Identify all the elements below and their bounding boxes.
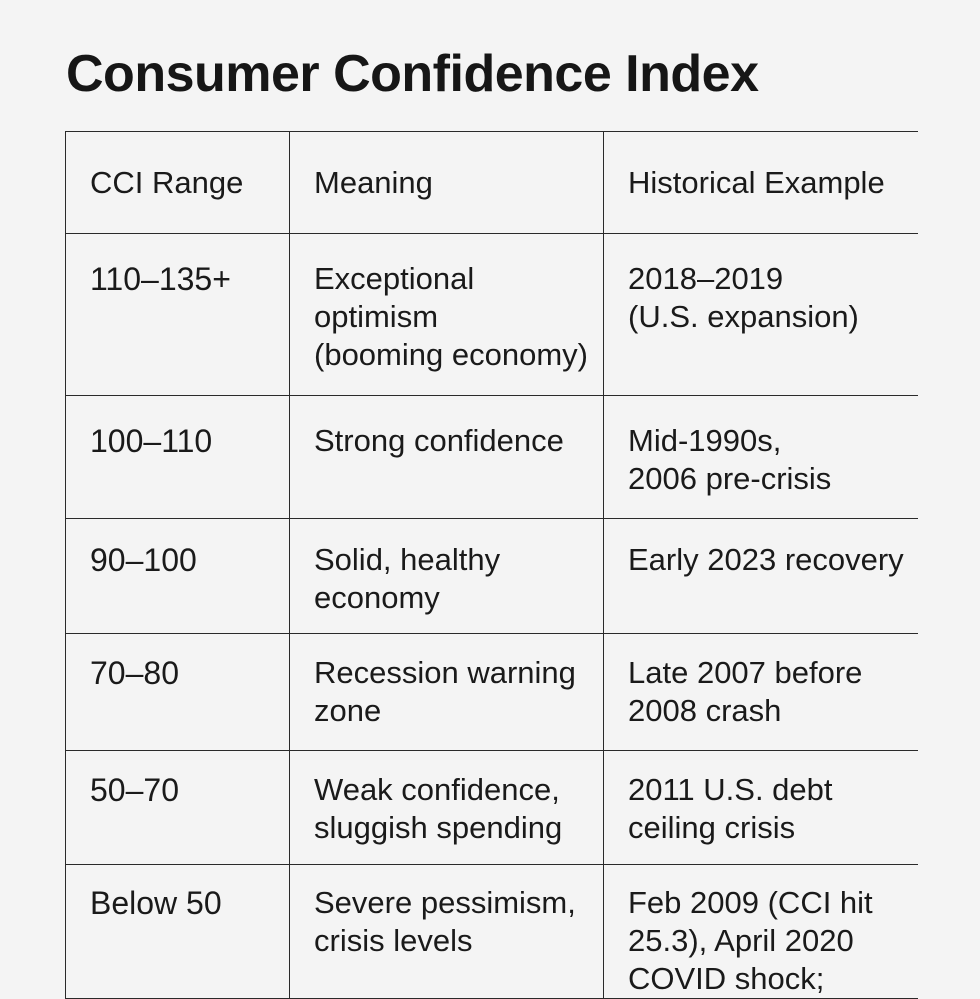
table-row: 90–100 Solid, healthy economy Early 2023… <box>65 518 918 634</box>
table-row: 110–135+ Exceptional optimism (booming e… <box>65 233 918 396</box>
cell-example: 2011 U.S. debt ceiling crisis <box>603 750 918 865</box>
cell-example: Feb 2009 (CCI hit 25.3), April 2020 COVI… <box>603 864 918 999</box>
table-row: 100–110 Strong confidence Mid-1990s, 200… <box>65 395 918 519</box>
cci-table: CCI Range Meaning Historical Example 110… <box>65 131 918 999</box>
cell-meaning: Recession warning zone <box>289 633 604 751</box>
cell-meaning: Solid, healthy economy <box>289 518 604 634</box>
cell-example: Late 2007 before 2008 crash <box>603 633 918 751</box>
cell-range: Below 50 <box>65 864 290 999</box>
cell-range: 50–70 <box>65 750 290 865</box>
header-meaning: Meaning <box>289 131 604 234</box>
cell-meaning: Strong confidence <box>289 395 604 519</box>
table-row: 50–70 Weak confidence, sluggish spending… <box>65 750 918 865</box>
header-historical-example: Historical Example <box>603 131 918 234</box>
cell-example: Early 2023 recovery <box>603 518 918 634</box>
cell-example: 2018–2019 (U.S. expansion) <box>603 233 918 396</box>
cell-range: 70–80 <box>65 633 290 751</box>
cell-meaning: Exceptional optimism (booming economy) <box>289 233 604 396</box>
cell-range: 110–135+ <box>65 233 290 396</box>
page-title: Consumer Confidence Index <box>66 45 759 103</box>
cell-meaning: Weak confidence, sluggish spending <box>289 750 604 865</box>
cell-range: 90–100 <box>65 518 290 634</box>
header-cci-range: CCI Range <box>65 131 290 234</box>
table-row: Below 50 Severe pessimism, crisis levels… <box>65 864 918 999</box>
cell-example: Mid-1990s, 2006 pre-crisis <box>603 395 918 519</box>
cell-meaning: Severe pessimism, crisis levels <box>289 864 604 999</box>
cell-range: 100–110 <box>65 395 290 519</box>
table-header-row: CCI Range Meaning Historical Example <box>65 131 918 234</box>
table-row: 70–80 Recession warning zone Late 2007 b… <box>65 633 918 751</box>
